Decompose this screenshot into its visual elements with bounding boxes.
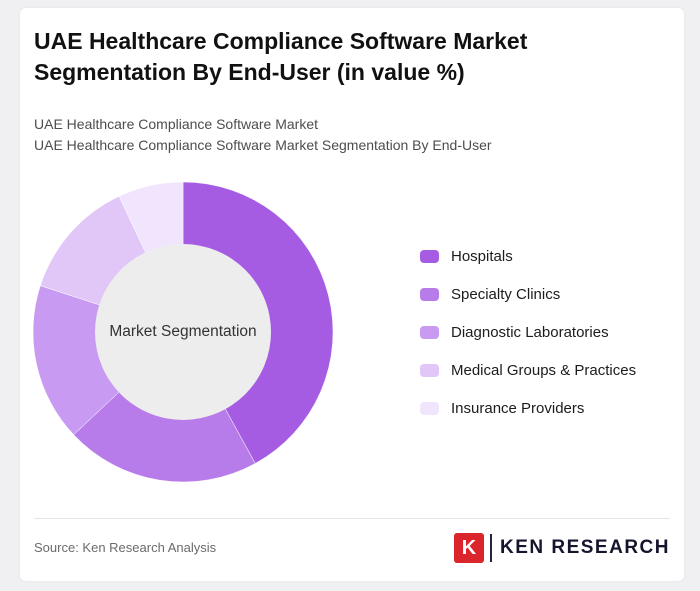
legend-swatch-specialty-clinics <box>420 287 439 301</box>
legend-label-medical-groups-practices: Medical Groups & Practices <box>451 361 637 379</box>
page-title: UAE Healthcare Compliance Software Marke… <box>34 28 528 85</box>
logo-divider <box>489 534 492 562</box>
donut-chart: Market Segmentation <box>33 182 333 482</box>
footer-divider <box>34 518 670 519</box>
legend-swatch-hospitals <box>420 249 439 263</box>
source-text: Source: Ken Research Analysis <box>34 540 217 555</box>
ken-research-logo: K KEN RESEARCH <box>453 533 670 563</box>
legend-label-insurance-providers: Insurance Providers <box>451 399 585 417</box>
legend-item-specialty-clinics[interactable]: Specialty Clinics <box>420 284 636 304</box>
legend-swatch-medical-groups-practices <box>420 363 439 377</box>
legend-item-hospitals[interactable]: Hospitals <box>420 246 636 266</box>
logo-brand-name: KEN RESEARCH <box>499 537 670 558</box>
legend-item-insurance-providers[interactable]: Insurance Providers <box>420 398 636 418</box>
legend-item-diagnostic-laboratories[interactable]: Diagnostic Laboratories <box>420 322 636 342</box>
chart-subtitles: UAE Healthcare Compliance Software Marke… <box>34 114 492 156</box>
logo-k-icon: K <box>453 533 484 563</box>
donut-svg <box>33 182 333 482</box>
legend-swatch-diagnostic-laboratories <box>420 325 439 339</box>
subtitle-line-1: UAE Healthcare Compliance Software Marke… <box>34 116 319 132</box>
subtitle-line-2: UAE Healthcare Compliance Software Marke… <box>34 137 492 153</box>
legend-item-medical-groups-practices[interactable]: Medical Groups & Practices <box>420 360 636 380</box>
chart-legend: Hospitals Specialty Clinics Diagnostic L… <box>420 246 636 436</box>
legend-label-specialty-clinics: Specialty Clinics <box>451 285 561 303</box>
legend-label-diagnostic-laboratories: Diagnostic Laboratories <box>451 323 609 341</box>
legend-label-hospitals: Hospitals <box>451 247 513 265</box>
donut-hole <box>95 244 271 420</box>
chart-card: UAE Healthcare Compliance Software Marke… <box>20 8 684 581</box>
legend-swatch-insurance-providers <box>420 401 439 415</box>
